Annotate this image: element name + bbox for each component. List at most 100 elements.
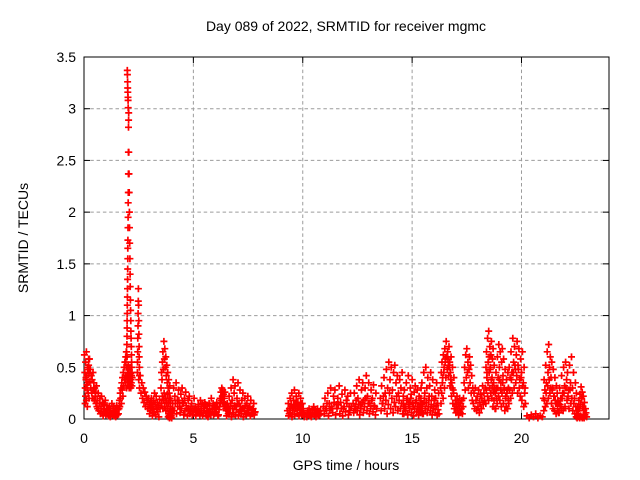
data-point (126, 255, 134, 263)
data-point (463, 345, 471, 353)
data-point (201, 399, 209, 406)
data-point (350, 409, 358, 417)
data-point (125, 208, 133, 216)
data-point (407, 394, 415, 402)
data-point (163, 361, 171, 369)
data-point (125, 148, 133, 156)
data-point (127, 317, 135, 325)
data-point (175, 386, 182, 394)
data-point (160, 337, 168, 345)
data-point (507, 376, 515, 384)
data-point (487, 337, 495, 345)
data-point (445, 363, 453, 371)
data-point (324, 389, 332, 397)
data-point (83, 403, 91, 411)
data-point (393, 392, 401, 400)
data-point (448, 384, 456, 392)
data-point (580, 414, 588, 422)
data-point (577, 383, 585, 391)
data-point (504, 405, 512, 413)
data-point (402, 379, 410, 387)
data-point (542, 361, 550, 369)
data-point (544, 369, 552, 376)
data-point (444, 348, 452, 356)
data-point (358, 399, 366, 406)
data-point (571, 379, 579, 387)
data-point (466, 353, 473, 361)
data-point (350, 389, 358, 397)
data-point (126, 283, 134, 291)
data-point (320, 410, 328, 418)
y-tick-label: 0 (68, 411, 76, 427)
data-point (343, 400, 351, 407)
data-point (566, 386, 574, 394)
data-point (518, 348, 526, 356)
data-point (128, 351, 135, 359)
data-point (82, 348, 90, 356)
data-point (511, 361, 519, 369)
data-point (327, 403, 335, 411)
data-point (435, 410, 443, 418)
data-point (434, 406, 442, 414)
data-point (297, 394, 305, 402)
data-point (126, 224, 133, 232)
data-point (413, 386, 421, 394)
data-point (124, 244, 132, 252)
data-point (422, 399, 430, 406)
data-point (401, 403, 409, 411)
data-point (499, 379, 507, 387)
data-point (170, 384, 178, 392)
data-point (162, 353, 170, 361)
data-point (565, 405, 573, 413)
data-point (125, 170, 133, 178)
data-point (341, 386, 349, 394)
data-point (179, 399, 186, 406)
data-point (388, 394, 396, 402)
data-point (559, 407, 567, 415)
data-point (330, 399, 338, 406)
data-point (227, 400, 235, 407)
data-point (546, 363, 553, 371)
data-point (389, 409, 397, 417)
data-point (472, 396, 480, 404)
data-point (382, 396, 390, 404)
data-point (368, 396, 376, 404)
x-tick-label: 10 (295, 430, 311, 446)
data-point (387, 363, 395, 371)
data-point (540, 407, 548, 415)
data-point (444, 355, 452, 363)
data-point (175, 396, 183, 404)
data-point (490, 361, 498, 369)
data-point (382, 365, 390, 373)
data-point (563, 396, 571, 404)
data-point (507, 394, 515, 402)
data-point (447, 376, 455, 384)
data-point (381, 405, 389, 413)
data-point (386, 376, 394, 384)
data-point (556, 401, 564, 408)
data-point (466, 379, 474, 387)
data-point (331, 386, 339, 394)
data-point (393, 372, 401, 380)
data-point (513, 372, 521, 380)
y-tick-label: 3 (68, 101, 76, 117)
data-point (126, 363, 134, 371)
data-point (321, 394, 329, 402)
data-point (412, 399, 420, 406)
data-point (431, 386, 439, 394)
data-point (404, 372, 412, 380)
data-point (499, 372, 507, 380)
data-point (430, 396, 438, 404)
data-point (492, 369, 500, 376)
data-point (82, 374, 90, 382)
data-point (205, 400, 213, 407)
data-point (127, 327, 135, 335)
data-point (489, 345, 497, 353)
data-point (125, 116, 133, 124)
data-point (134, 285, 142, 293)
data-point (558, 394, 566, 402)
data-point (245, 403, 253, 411)
data-point (561, 403, 569, 411)
data-point (411, 382, 419, 390)
data-point (353, 407, 361, 415)
